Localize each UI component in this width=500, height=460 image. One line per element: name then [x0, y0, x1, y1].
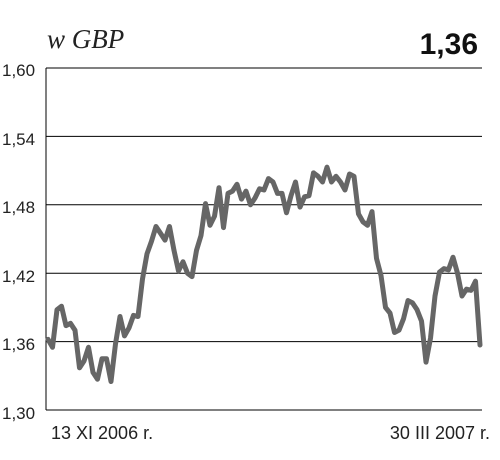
gridlines: [46, 67, 482, 411]
unit-label: w GBP: [47, 24, 125, 54]
y-tick-label-1-36: 1,36: [2, 335, 36, 354]
y-tick-label-1-48: 1,48: [2, 198, 36, 217]
y-tick-label-1-54: 1,54: [2, 130, 36, 149]
series-line-gbp: [45, 164, 483, 384]
series-layer: [45, 164, 483, 384]
y-tick-label-1-60: 1,60: [2, 61, 36, 80]
x-start-label: 13 XI 2006 r.: [51, 423, 154, 443]
current-value: 1,36: [419, 28, 478, 61]
x-end-label: 30 III 2007 r.: [389, 423, 490, 443]
y-tick-label-1-30: 1,30: [2, 404, 36, 423]
y-tick-label-1-42: 1,42: [2, 267, 36, 286]
